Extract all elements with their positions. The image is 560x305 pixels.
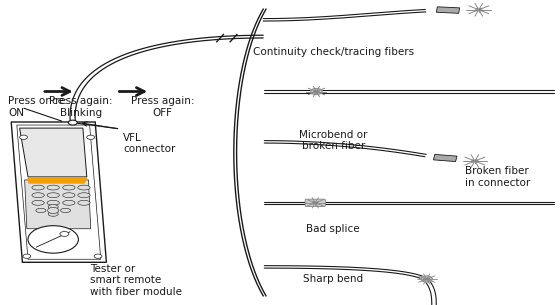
Text: Press again:
Blinking: Press again: Blinking [49, 96, 113, 118]
Ellipse shape [32, 193, 44, 198]
Ellipse shape [32, 200, 44, 205]
Ellipse shape [47, 185, 59, 190]
Circle shape [68, 120, 77, 125]
Polygon shape [433, 154, 457, 162]
Text: Press once:
ON: Press once: ON [8, 96, 68, 118]
Ellipse shape [78, 193, 90, 198]
Polygon shape [25, 180, 91, 229]
Polygon shape [28, 178, 87, 183]
Circle shape [311, 88, 322, 95]
Polygon shape [11, 122, 106, 262]
Ellipse shape [47, 193, 59, 198]
Circle shape [87, 135, 95, 139]
Circle shape [23, 254, 31, 258]
Ellipse shape [48, 212, 58, 216]
Circle shape [421, 276, 432, 282]
FancyBboxPatch shape [305, 199, 325, 206]
Polygon shape [436, 7, 460, 13]
Ellipse shape [78, 185, 90, 190]
Ellipse shape [32, 185, 44, 190]
Ellipse shape [47, 200, 59, 205]
Circle shape [94, 254, 102, 258]
Text: Sharp bend: Sharp bend [303, 274, 363, 285]
Circle shape [48, 207, 59, 213]
Ellipse shape [60, 208, 71, 213]
Ellipse shape [78, 200, 90, 205]
Text: VFL
connector: VFL connector [123, 133, 176, 154]
Text: Press again:
OFF: Press again: OFF [130, 96, 194, 118]
Ellipse shape [63, 193, 75, 198]
Ellipse shape [48, 205, 58, 209]
Text: Broken fiber
in connector: Broken fiber in connector [465, 166, 530, 188]
Text: Tester or
smart remote
with fiber module: Tester or smart remote with fiber module [90, 264, 181, 297]
Ellipse shape [36, 208, 46, 213]
Text: Microbend or
broken fiber: Microbend or broken fiber [299, 130, 367, 151]
Circle shape [20, 135, 27, 139]
Ellipse shape [63, 185, 75, 190]
Text: Continuity check/tracing fibers: Continuity check/tracing fibers [253, 47, 414, 57]
Circle shape [28, 226, 78, 253]
Text: Bad splice: Bad splice [306, 224, 360, 234]
Polygon shape [20, 128, 87, 177]
Ellipse shape [63, 200, 75, 205]
Circle shape [60, 231, 69, 236]
